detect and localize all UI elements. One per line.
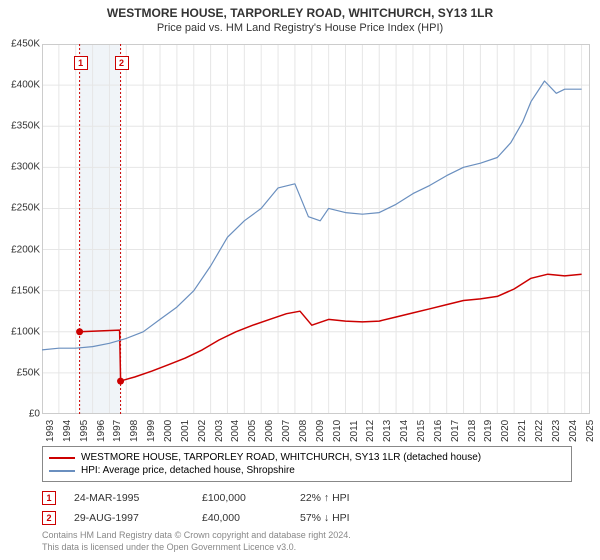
transaction-date: 24-MAR-1995 (74, 492, 184, 504)
y-tick-label: £450K (11, 39, 40, 50)
legend-swatch (49, 470, 75, 472)
x-tick-label: 2024 (568, 420, 579, 442)
transaction-price: £40,000 (202, 512, 282, 524)
y-tick-label: £150K (11, 285, 40, 296)
x-tick-label: 1994 (62, 420, 73, 442)
legend-label: WESTMORE HOUSE, TARPORLEY ROAD, WHITCHUR… (81, 452, 481, 463)
x-tick-label: 2011 (349, 420, 360, 442)
x-tick-label: 2006 (264, 420, 275, 442)
chart-title-block: WESTMORE HOUSE, TARPORLEY ROAD, WHITCHUR… (0, 0, 600, 34)
transaction-marker: 1 (42, 491, 56, 505)
x-tick-label: 2003 (214, 420, 225, 442)
x-tick-label: 2015 (416, 420, 427, 442)
x-tick-label: 2022 (534, 420, 545, 442)
legend-swatch (49, 457, 75, 459)
x-tick-label: 2012 (365, 420, 376, 442)
y-axis-ticks: £0£50K£100K£150K£200K£250K£300K£350K£400… (2, 44, 40, 414)
y-tick-label: £100K (11, 326, 40, 337)
x-tick-label: 2001 (180, 420, 191, 442)
y-tick-label: £350K (11, 121, 40, 132)
x-tick-label: 2010 (332, 420, 343, 442)
plot-svg (42, 44, 590, 414)
transaction-delta: 57% ↓ HPI (300, 512, 350, 524)
legend-box: WESTMORE HOUSE, TARPORLEY ROAD, WHITCHUR… (42, 446, 572, 482)
y-tick-label: £400K (11, 80, 40, 91)
x-axis-ticks: 1993 1994 1995 1996 1997 1998 1999 2000 2001 2002… (42, 416, 590, 444)
x-tick-label: 2008 (298, 420, 309, 442)
legend-row: WESTMORE HOUSE, TARPORLEY ROAD, WHITCHUR… (49, 451, 565, 464)
x-tick-label: 2020 (500, 420, 511, 442)
transaction-row: 1 24-MAR-1995 £100,000 22% ↑ HPI (42, 488, 350, 508)
x-tick-label: 2016 (433, 420, 444, 442)
x-tick-label: 2023 (551, 420, 562, 442)
x-tick-label: 2009 (315, 420, 326, 442)
x-tick-label: 2000 (163, 420, 174, 442)
transaction-delta: 22% ↑ HPI (300, 492, 350, 504)
footer-line: Contains HM Land Registry data © Crown c… (42, 530, 351, 542)
x-tick-label: 2019 (483, 420, 494, 442)
x-tick-label: 1996 (96, 420, 107, 442)
x-tick-label: 1997 (112, 420, 123, 442)
transaction-marker: 2 (42, 511, 56, 525)
x-tick-label: 2014 (399, 420, 410, 442)
footer-attribution: Contains HM Land Registry data © Crown c… (42, 530, 351, 553)
y-tick-label: £0 (29, 409, 40, 420)
x-tick-label: 2021 (517, 420, 528, 442)
x-tick-label: 1995 (79, 420, 90, 442)
footer-line: This data is licensed under the Open Gov… (42, 542, 351, 554)
x-tick-label: 1999 (146, 420, 157, 442)
chart-marker-box: 1 (74, 56, 88, 70)
transaction-row: 2 29-AUG-1997 £40,000 57% ↓ HPI (42, 508, 350, 528)
x-tick-label: 1993 (45, 420, 56, 442)
x-tick-label: 2018 (467, 420, 478, 442)
x-tick-label: 2013 (382, 420, 393, 442)
x-tick-label: 2005 (247, 420, 258, 442)
transaction-price: £100,000 (202, 492, 282, 504)
x-tick-label: 2007 (281, 420, 292, 442)
chart-area: £0£50K£100K£150K£200K£250K£300K£350K£400… (42, 44, 590, 414)
y-tick-label: £50K (17, 367, 40, 378)
x-tick-label: 2004 (230, 420, 241, 442)
transaction-rows: 1 24-MAR-1995 £100,000 22% ↑ HPI 2 29-AU… (42, 488, 350, 528)
chart-marker-box: 2 (115, 56, 129, 70)
chart-title-main: WESTMORE HOUSE, TARPORLEY ROAD, WHITCHUR… (0, 6, 600, 20)
legend-label: HPI: Average price, detached house, Shro… (81, 465, 295, 476)
x-tick-label: 1998 (129, 420, 140, 442)
y-tick-label: £250K (11, 203, 40, 214)
x-tick-label: 2025 (585, 420, 596, 442)
x-tick-label: 2002 (197, 420, 208, 442)
x-tick-label: 2017 (450, 420, 461, 442)
y-tick-label: £200K (11, 244, 40, 255)
chart-title-sub: Price paid vs. HM Land Registry's House … (0, 22, 600, 34)
legend-row: HPI: Average price, detached house, Shro… (49, 464, 565, 477)
y-tick-label: £300K (11, 162, 40, 173)
transaction-date: 29-AUG-1997 (74, 512, 184, 524)
